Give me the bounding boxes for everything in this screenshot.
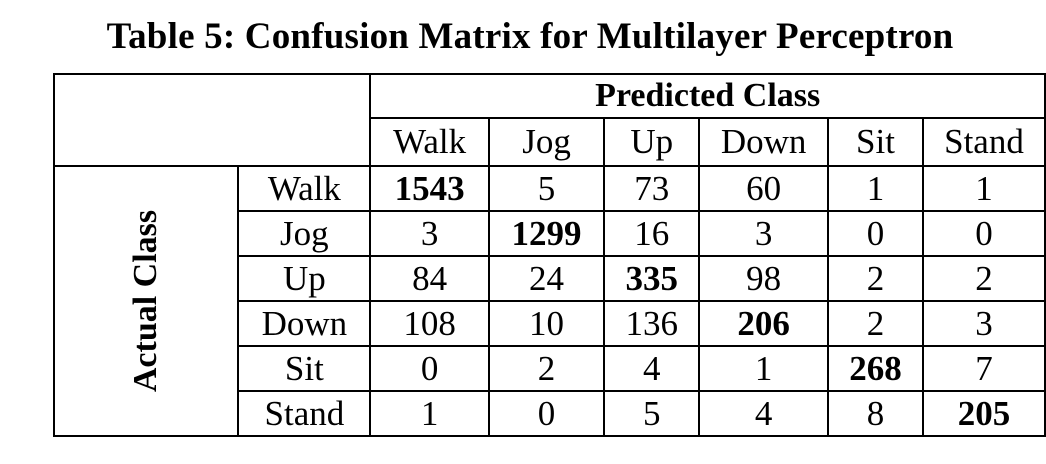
table-cell: 4 bbox=[603, 345, 701, 392]
table-cell: 3 bbox=[698, 210, 829, 257]
table-row: Stand 1 0 5 4 8 205 bbox=[54, 390, 1046, 437]
diagonal-cell: 1543 bbox=[369, 165, 490, 212]
table-cell: 108 bbox=[369, 300, 490, 347]
diagonal-cell: 205 bbox=[921, 390, 1046, 437]
table-cell: 136 bbox=[603, 300, 701, 347]
predicted-class-header: Predicted Class bbox=[369, 73, 1046, 119]
column-header-sit: Sit bbox=[827, 117, 924, 167]
table-row: Jog 3 1299 16 3 0 0 bbox=[54, 210, 1046, 257]
column-header-stand: Stand bbox=[921, 117, 1046, 167]
table-cell: 1 bbox=[921, 165, 1046, 212]
diagonal-cell: 206 bbox=[698, 300, 829, 347]
table-cell: 1 bbox=[698, 345, 829, 392]
column-header-up: Up bbox=[603, 117, 701, 167]
row-label-walk: Walk bbox=[237, 165, 372, 212]
actual-class-header: Actual Class bbox=[52, 165, 240, 437]
table-cell: 5 bbox=[603, 390, 701, 437]
row-label-sit: Sit bbox=[237, 345, 372, 392]
confusion-matrix-table: Predicted Class Walk Jog Up Down Sit Stand Ac… bbox=[52, 73, 1046, 437]
table-caption: Table 5: Confusion Matrix for Multilayer… bbox=[106, 16, 954, 57]
table-cell: 84 bbox=[369, 255, 490, 302]
table-cell: 0 bbox=[921, 210, 1046, 257]
table-row: Sit 0 2 4 1 268 7 bbox=[54, 345, 1046, 392]
table-cell: 3 bbox=[921, 300, 1046, 347]
actual-class-label: Actual Class bbox=[127, 209, 165, 393]
table-cell: 3 bbox=[369, 210, 490, 257]
table-cell: 2 bbox=[487, 345, 606, 392]
table-cell: 1 bbox=[827, 165, 924, 212]
table-row: Up 84 24 335 98 2 2 bbox=[54, 255, 1046, 302]
table-cell: 60 bbox=[698, 165, 829, 212]
row-label-up: Up bbox=[237, 255, 372, 302]
table-cell: 0 bbox=[827, 210, 924, 257]
diagonal-cell: 268 bbox=[827, 345, 924, 392]
column-header-walk: Walk bbox=[369, 117, 490, 167]
table-cell: 2 bbox=[921, 255, 1046, 302]
table-cell: 2 bbox=[827, 255, 924, 302]
row-label-jog: Jog bbox=[237, 210, 372, 257]
table-cell: 0 bbox=[487, 390, 606, 437]
row-label-down: Down bbox=[237, 300, 372, 347]
column-header-down: Down bbox=[698, 117, 829, 167]
table-cell: 8 bbox=[827, 390, 924, 437]
table-cell: 5 bbox=[487, 165, 606, 212]
table-cell: 7 bbox=[921, 345, 1046, 392]
table-cell: 0 bbox=[369, 345, 490, 392]
diagonal-cell: 335 bbox=[603, 255, 701, 302]
column-header-jog: Jog bbox=[487, 117, 606, 167]
table-cell: 98 bbox=[698, 255, 829, 302]
table-cell: 24 bbox=[487, 255, 606, 302]
table-cell: 73 bbox=[603, 165, 701, 212]
table-cell: 4 bbox=[698, 390, 829, 437]
table-row: Actual Class Walk 1543 5 73 60 1 1 bbox=[52, 165, 1046, 437]
table-cell: 16 bbox=[603, 210, 701, 257]
diagonal-cell: 1299 bbox=[487, 210, 606, 257]
row-label-stand: Stand bbox=[237, 390, 372, 437]
table-row: Down 108 10 136 206 2 3 bbox=[54, 300, 1046, 347]
table-cell: 1 bbox=[369, 390, 490, 437]
table-cell: 2 bbox=[827, 300, 924, 347]
corner-cell bbox=[52, 73, 372, 167]
table-cell: 10 bbox=[487, 300, 606, 347]
